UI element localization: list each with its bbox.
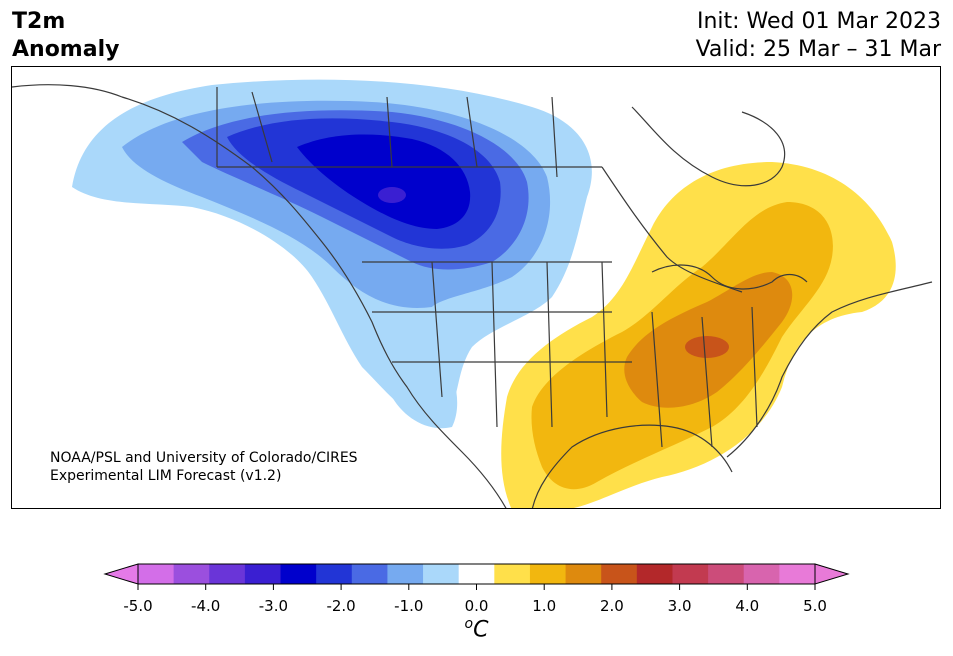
degree-symbol: o [464,616,474,632]
map-title: T2m Anomaly [12,8,119,64]
colorbar-tick-label: -4.0 [191,597,220,615]
hudson-bay [631,106,786,187]
colorbar-tick-label: 1.0 [532,597,556,615]
colorbar-cell [779,564,816,584]
colorbar-cells [138,564,816,584]
colorbar-cell [316,564,353,584]
great-lakes [651,264,808,290]
canada-us-border [216,87,743,293]
colorbar-cell [636,564,673,584]
colorbar-tick-label: -5.0 [123,597,152,615]
colorbar-cell [565,564,602,584]
valid-date: Valid: 25 Mar – 31 Mar [695,37,941,62]
colorbar-arrow-high [814,563,850,585]
colorbar-tick-label: 3.0 [668,597,692,615]
warm-anomaly-4 [685,336,729,358]
init-date: Init: Wed 01 Mar 2023 [696,9,941,34]
colorbar-cell [601,564,638,584]
title-line-1: T2m [12,9,66,34]
colorbar-cell [494,564,531,584]
credit-line-2: Experimental LIM Forecast (v1.2) [50,468,282,484]
colorbar-cell [529,564,567,584]
colorbar-cell [387,564,424,584]
colorbar-tick-label: -1.0 [394,597,423,615]
boundaries [12,84,933,508]
gulf-atlantic-coastline [531,281,933,508]
forecast-dates: Init: Wed 01 Mar 2023 Valid: 25 Mar – 31… [696,8,941,64]
colorbar-tick-label: 5.0 [803,597,827,615]
colorbar-cell [458,564,495,584]
colorbar-tick-label: 4.0 [735,597,759,615]
colorbar-unit: oC [0,616,953,642]
credit-text: NOAA/PSL and University of Colorado/CIRE… [50,449,358,485]
colorbar-arrow-low [103,563,139,585]
map-svg [12,79,933,508]
credit-line-1: NOAA/PSL and University of Colorado/CIRE… [50,450,358,466]
colorbar-cell [743,564,780,584]
colorbar-cell [708,564,745,584]
colorbar-tick-label: 2.0 [600,597,624,615]
colorbar-cell [173,564,210,584]
colorbar-ticks: -5.0 -4.0 -3.0 -2.0 -1.0 0.0 1.0 2.0 3.0 4.0 5.0 [123,584,827,615]
state-borders [362,261,758,448]
title-line-2: Anomaly [12,37,120,62]
pacific-coastline [12,84,507,508]
colorbar-cell [138,564,175,584]
colorbar-cell [280,564,317,584]
unit-letter: C [473,617,489,643]
colorbar-cell [244,564,282,584]
colorbar-cell [209,564,246,584]
colorbar-tick-label: -3.0 [259,597,288,615]
colorbar-cell [351,564,388,584]
colorbar: -5.0 -4.0 -3.0 -2.0 -1.0 0.0 1.0 2.0 3.0 4.0 5.0 [103,563,850,615]
anomaly-map: NOAA/PSL and University of Colorado/CIRE… [11,66,941,509]
colorbar-tick-label: 0.0 [465,597,489,615]
colorbar-cell [423,564,460,584]
cold-west-coast [357,297,458,429]
colorbar-tick-label: -2.0 [326,597,355,615]
colorbar-cell [672,564,709,584]
cold-anomaly-5 [297,134,471,229]
province-borders [251,91,558,178]
cold-anomaly-6 [378,187,406,203]
